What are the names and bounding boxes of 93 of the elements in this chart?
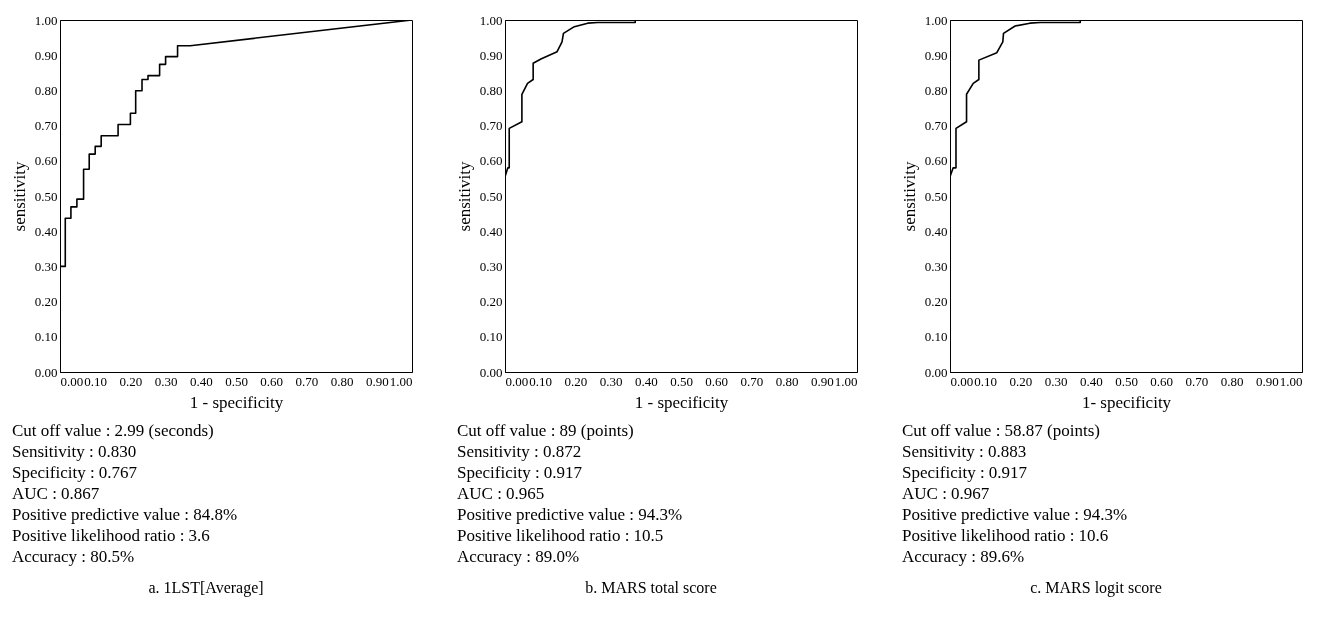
x-tick-label: 0.70 bbox=[295, 373, 319, 389]
x-tick-label: 0.30 bbox=[1044, 373, 1068, 389]
y-axis-title: sensitivity bbox=[454, 161, 474, 232]
y-tick-label: 0.10 bbox=[479, 329, 503, 345]
text: b. MARS total score bbox=[584, 579, 718, 597]
text: Specificity : 0.917 bbox=[902, 462, 1029, 483]
y-tick-label: 0.40 bbox=[924, 223, 948, 239]
x-tick-label: 0.10 bbox=[974, 373, 998, 389]
text: Specificity : 0.767 bbox=[12, 462, 139, 483]
x-tick-label: 0.00 bbox=[505, 373, 529, 389]
x-tick-label: 0.20 bbox=[1009, 373, 1033, 389]
y-tick-label: 0.50 bbox=[479, 188, 503, 204]
x-tick-label: 0.40 bbox=[189, 373, 213, 389]
y-tick-label: 0.30 bbox=[924, 258, 948, 274]
x-axis-title: 1 - specificity bbox=[634, 392, 729, 412]
y-tick-label: 0.80 bbox=[479, 82, 503, 98]
x-tick-label: 0.50 bbox=[225, 373, 248, 389]
y-tick-label: 0.80 bbox=[34, 82, 58, 98]
y-tick-label: 0.90 bbox=[479, 47, 503, 63]
y-tick-label: 0.50 bbox=[34, 188, 58, 204]
x-tick-label: 1.00 bbox=[389, 373, 413, 389]
x-tick-label: 0.90 bbox=[1255, 373, 1279, 389]
x-tick-label: 0.10 bbox=[529, 373, 553, 389]
text: Accuracy : 89.6% bbox=[902, 546, 1026, 567]
text: Accuracy : 80.5% bbox=[12, 546, 136, 567]
y-tick-label: 0.70 bbox=[924, 118, 948, 134]
text: Accuracy : 89.0% bbox=[457, 546, 581, 567]
x-tick-label: 0.90 bbox=[365, 373, 389, 389]
x-tick-label: 0.50 bbox=[1115, 373, 1138, 389]
text: Sensitivity : 0.872 bbox=[457, 441, 583, 462]
text: Sensitivity : 0.830 bbox=[12, 441, 138, 462]
x-tick-label: 0.60 bbox=[260, 373, 284, 389]
y-tick-label: 0.60 bbox=[479, 153, 503, 169]
x-tick-label: 0.40 bbox=[634, 373, 658, 389]
y-tick-label: 0.20 bbox=[479, 294, 503, 310]
text: a. 1LST[Average] bbox=[147, 579, 265, 597]
text: Positive predictive value : 94.3% bbox=[457, 504, 684, 525]
x-tick-label: 0.00 bbox=[60, 373, 84, 389]
y-tick-label: 0.90 bbox=[924, 47, 948, 63]
y-tick-label: 0.30 bbox=[34, 258, 58, 274]
y-tick-label: 0.40 bbox=[34, 223, 58, 239]
x-tick-label: 0.50 bbox=[670, 373, 693, 389]
y-tick-label: 0.50 bbox=[924, 188, 948, 204]
text: Positive predictive value : 94.3% bbox=[902, 504, 1129, 525]
x-tick-label: 0.70 bbox=[1185, 373, 1209, 389]
y-tick-label: 0.70 bbox=[34, 118, 58, 134]
x-tick-label: 0.90 bbox=[810, 373, 834, 389]
text: Cut off value : 2.99 (seconds) bbox=[12, 420, 215, 441]
y-axis-title: sensitivity bbox=[899, 161, 919, 232]
x-tick-label: 0.40 bbox=[1079, 373, 1103, 389]
x-axis-title: 1 - specificity bbox=[189, 392, 284, 412]
text: AUC : 0.965 bbox=[457, 483, 546, 504]
y-tick-label: 1.00 bbox=[34, 12, 58, 28]
x-tick-label: 0.60 bbox=[705, 373, 729, 389]
text: c. MARS logit score bbox=[1029, 579, 1163, 597]
y-tick-label: 0.10 bbox=[924, 329, 948, 345]
x-axis-title: 1- specificity bbox=[1081, 392, 1172, 412]
x-tick-label: 0.20 bbox=[564, 373, 588, 389]
y-tick-label: 0.10 bbox=[34, 329, 58, 345]
text: Cut off value : 58.87 (points) bbox=[902, 420, 1101, 441]
text: Cut off value : 89 (points) bbox=[457, 420, 635, 441]
x-tick-label: 0.20 bbox=[119, 373, 143, 389]
x-tick-label: 0.70 bbox=[740, 373, 764, 389]
x-tick-label: 1.00 bbox=[834, 373, 858, 389]
y-tick-label: 0.20 bbox=[34, 294, 58, 310]
y-tick-label: 0.60 bbox=[34, 153, 58, 169]
y-tick-label: 0.40 bbox=[479, 223, 503, 239]
y-tick-label: 0.30 bbox=[479, 258, 503, 274]
y-tick-label: 0.70 bbox=[479, 118, 503, 134]
x-tick-label: 0.80 bbox=[1220, 373, 1244, 389]
text: Positive likelihood ratio : 10.6 bbox=[902, 525, 1110, 546]
y-tick-label: 0.80 bbox=[924, 82, 948, 98]
x-tick-label: 0.10 bbox=[84, 373, 108, 389]
text: Positive predictive value : 84.8% bbox=[12, 504, 239, 525]
x-tick-label: 0.00 bbox=[950, 373, 974, 389]
text: Sensitivity : 0.883 bbox=[902, 441, 1028, 462]
text: AUC : 0.967 bbox=[902, 483, 991, 504]
y-tick-label: 1.00 bbox=[924, 12, 948, 28]
text: Positive likelihood ratio : 10.5 bbox=[457, 525, 665, 546]
text: AUC : 0.867 bbox=[12, 483, 101, 504]
y-tick-label: 0.20 bbox=[924, 294, 948, 310]
y-tick-label: 0.90 bbox=[34, 47, 58, 63]
y-axis-title: sensitivity bbox=[9, 161, 29, 232]
text: Specificity : 0.917 bbox=[457, 462, 584, 483]
y-tick-label: 0.60 bbox=[924, 153, 948, 169]
x-tick-label: 0.30 bbox=[154, 373, 178, 389]
x-tick-label: 0.80 bbox=[330, 373, 354, 389]
text: Positive likelihood ratio : 3.6 bbox=[12, 525, 211, 546]
x-tick-label: 0.60 bbox=[1150, 373, 1174, 389]
x-tick-label: 1.00 bbox=[1279, 373, 1303, 389]
x-tick-label: 0.80 bbox=[775, 373, 799, 389]
y-tick-label: 1.00 bbox=[479, 12, 503, 28]
x-tick-label: 0.30 bbox=[599, 373, 623, 389]
